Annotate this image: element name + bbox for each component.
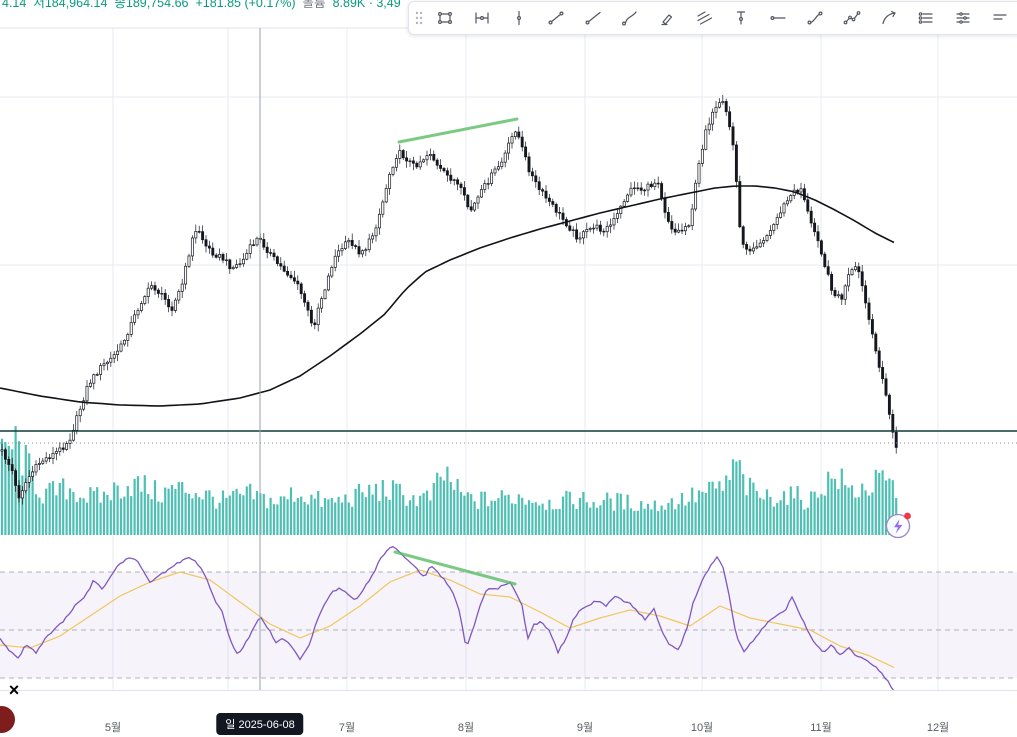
tool-ray-button[interactable] xyxy=(574,4,611,32)
tool-curved-arrow-button[interactable] xyxy=(870,4,907,32)
fib-levels-icon xyxy=(955,12,970,24)
curve-icon xyxy=(806,11,823,25)
tool-curve-button[interactable] xyxy=(796,4,833,32)
curved-arrow-icon xyxy=(881,10,896,25)
ray-icon xyxy=(584,11,601,25)
tool-fib-levels-button[interactable] xyxy=(944,4,981,32)
time-axis-label: 9월 xyxy=(576,722,594,734)
rsi-line xyxy=(0,545,895,690)
tool-more-button[interactable] xyxy=(981,4,1017,32)
ma-line xyxy=(0,185,895,407)
tool-parallel-channel-button[interactable] xyxy=(685,4,722,32)
measure-icon xyxy=(474,12,489,24)
price-levels-icon xyxy=(918,12,933,24)
price-trendline[interactable] xyxy=(397,117,519,144)
time-axis[interactable]: 일 2025-06-08 5월 7월 8월 9월 10월 11월 12월 xyxy=(0,690,1017,737)
close-button[interactable]: × xyxy=(4,680,24,700)
volume-bars xyxy=(0,426,898,535)
drawing-toolbar xyxy=(408,1,1017,35)
vertical-line-icon xyxy=(516,10,521,26)
time-axis-label: 5월 xyxy=(104,722,122,734)
tool-rectangle-button[interactable] xyxy=(426,4,463,32)
rsi-trendline[interactable] xyxy=(393,550,517,586)
corner-logo[interactable] xyxy=(0,706,15,733)
ohlc-fragment: 저184,964.14 xyxy=(33,0,108,10)
symbol-ohlc-readout: 4.14 저184,964.14 종189,754.66 +181.85 (+0.17… xyxy=(2,0,408,11)
time-axis-label: 12월 xyxy=(926,722,950,734)
highlighter-icon xyxy=(660,14,672,26)
anchored-vwap-icon xyxy=(736,11,745,25)
polyline-icon xyxy=(843,11,860,25)
time-axis-label: 11월 xyxy=(810,722,832,734)
brush-icon xyxy=(621,11,637,26)
parallel-channel-icon xyxy=(696,11,712,25)
tool-brush-button[interactable] xyxy=(611,4,648,32)
tool-polyline-button[interactable] xyxy=(833,4,870,32)
time-axis-label: 8월 xyxy=(457,722,475,734)
time-axis-label: 7월 xyxy=(338,722,356,734)
drag-dots-icon xyxy=(415,11,423,25)
tool-anchored-vwap-button[interactable] xyxy=(722,4,759,32)
chart-canvas[interactable] xyxy=(0,0,1017,690)
rectangle-icon xyxy=(437,11,452,25)
rsi-ma-line xyxy=(0,569,895,669)
ohlc-fragment: 8.89K · 3,49 xyxy=(332,0,401,10)
tool-trend-line-button[interactable] xyxy=(537,4,574,32)
ohlc-fragment: +181.85 (+0.17%) xyxy=(195,0,296,10)
rsi-band xyxy=(0,572,1017,678)
ohlc-fragment: 볼륨 xyxy=(302,0,326,10)
time-axis-label: 10월 xyxy=(690,722,714,734)
horizontal-ray-icon xyxy=(769,16,786,21)
more-icon xyxy=(992,14,1007,20)
tool-price-levels-button[interactable] xyxy=(907,4,944,32)
grid xyxy=(0,27,1017,690)
tool-highlighter-button[interactable] xyxy=(648,4,685,32)
tool-measure-button[interactable] xyxy=(463,4,500,32)
toolbar-drag-handle[interactable] xyxy=(412,4,426,32)
tool-vertical-line-button[interactable] xyxy=(500,4,537,32)
tool-horizontal-ray-button[interactable] xyxy=(759,4,796,32)
ohlc-fragment: 종189,754.66 xyxy=(114,0,189,10)
crosshair-date-badge: 일 2025-06-08 xyxy=(216,713,304,735)
lightning-badge-button[interactable] xyxy=(884,511,913,540)
lightning-icon xyxy=(885,512,911,539)
trend-line-icon xyxy=(547,11,564,25)
candles xyxy=(0,94,898,505)
ohlc-fragment: 4.14 xyxy=(2,0,27,10)
